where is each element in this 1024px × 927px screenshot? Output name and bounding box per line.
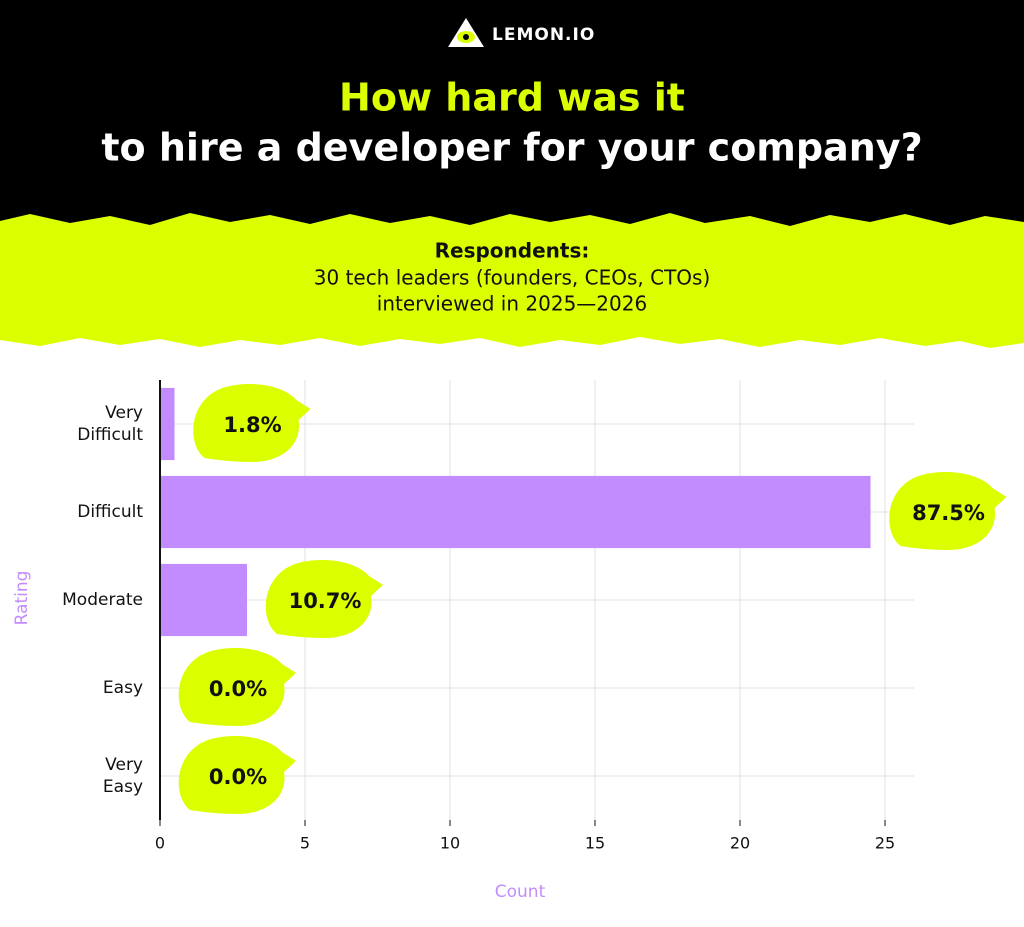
brand: LEMON.IO <box>492 25 595 45</box>
header-bg <box>0 0 1024 226</box>
x-tick-label: 20 <box>730 834 750 853</box>
y-tick-label: Difficult <box>77 502 143 522</box>
chart-title: How hard was it <box>339 76 685 120</box>
note-heading: Respondents: <box>435 239 590 263</box>
note-line: interviewed in 2025—2026 <box>377 292 647 316</box>
x-axis-label: Count <box>495 882 546 902</box>
value-label: 10.7% <box>265 560 383 638</box>
bar <box>160 475 871 549</box>
note-line: 30 tech leaders (founders, CEOs, CTOs) <box>314 266 711 290</box>
lime-band <box>0 200 1024 348</box>
value-label-bg <box>265 560 383 638</box>
y-axis-label: Rating <box>12 571 32 626</box>
value-label-text: 0.0% <box>209 677 267 701</box>
value-label-bg <box>193 384 311 462</box>
value-label: 0.0% <box>178 648 296 726</box>
chart-subtitle: to hire a developer for your company? <box>101 126 922 170</box>
y-tick-label: Moderate <box>62 590 143 610</box>
bar <box>160 387 175 461</box>
x-tick-label: 10 <box>440 834 460 853</box>
x-tick-label: 0 <box>155 834 165 853</box>
value-label-bg <box>178 736 296 814</box>
value-label-text: 10.7% <box>289 589 362 613</box>
value-label-text: 87.5% <box>912 501 985 525</box>
value-label: 1.8% <box>193 384 311 462</box>
y-tick-label: Easy <box>102 678 143 698</box>
bar <box>160 563 247 637</box>
value-label-text: 0.0% <box>209 765 267 789</box>
value-label: 87.5% <box>889 472 1007 550</box>
y-tick-label: Very Difficult <box>77 403 143 445</box>
x-tick-label: 15 <box>585 834 605 853</box>
value-label-bg <box>889 472 1007 550</box>
value-label: 0.0% <box>178 736 296 814</box>
x-tick-label: 25 <box>875 834 895 853</box>
y-tick-label: Very Easy <box>102 755 143 797</box>
logo-icon <box>448 18 484 47</box>
value-label-bg <box>178 648 296 726</box>
value-label-text: 1.8% <box>223 413 281 437</box>
x-tick-label: 5 <box>300 834 310 853</box>
